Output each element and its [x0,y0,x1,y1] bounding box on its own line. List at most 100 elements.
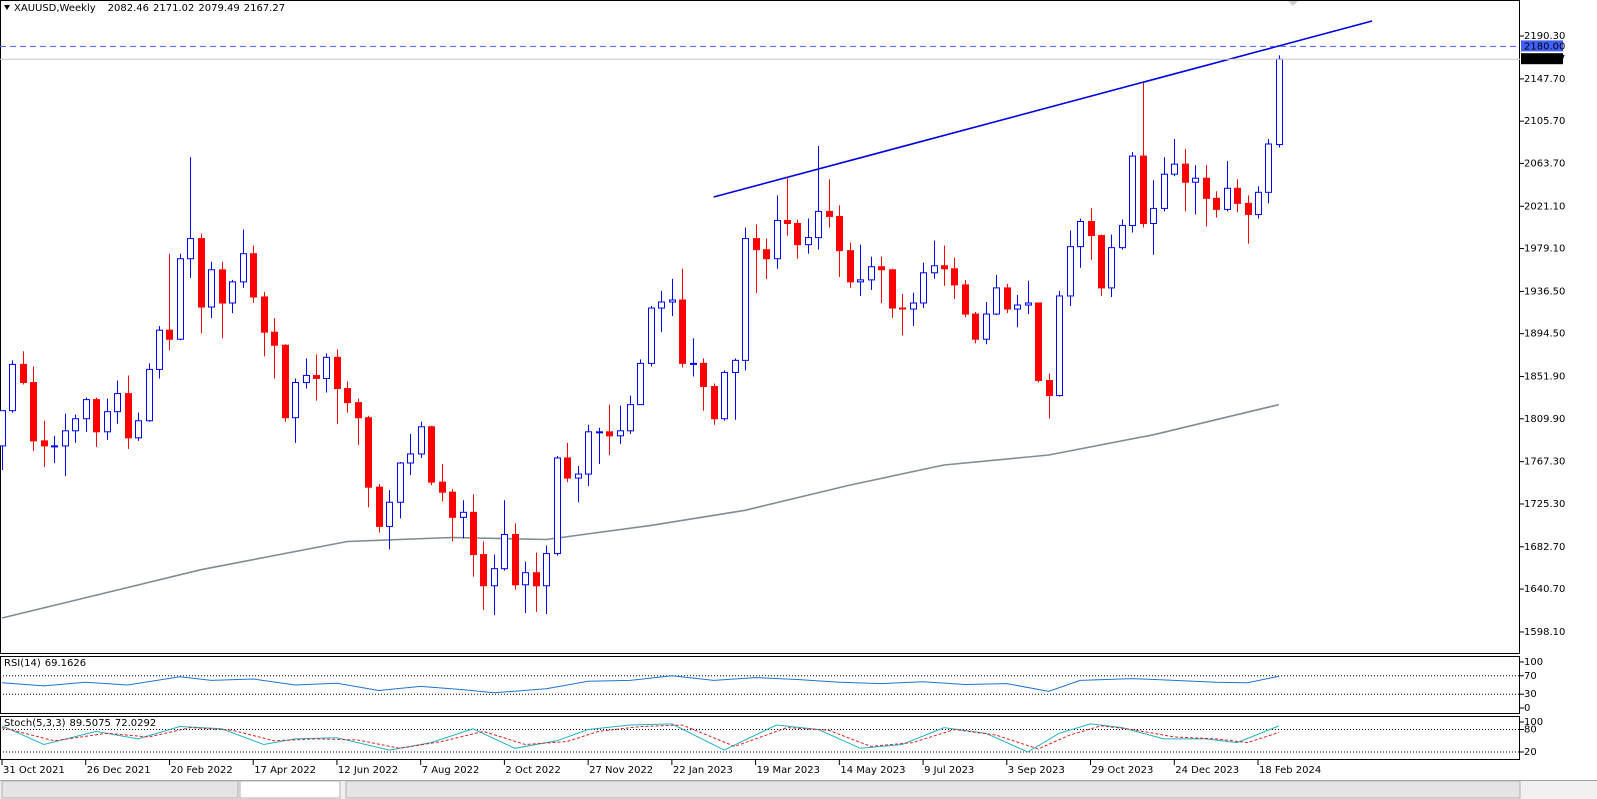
candle-body [407,453,414,464]
x-tick-label: 24 Dec 2023 [1175,765,1239,776]
candle-body [931,265,938,274]
candle-body [669,299,676,303]
y-tick-label: 70 [1524,671,1537,682]
candle-body [648,307,655,364]
candle-body [826,210,833,217]
y-tick-label: 80 [1524,725,1537,736]
candle-body [533,572,540,587]
indicator-label: RSI(14) 69.1626 [4,658,86,669]
x-tick-label: 20 Feb 2022 [170,765,232,776]
candle-body [794,223,801,246]
candle-body [491,568,498,587]
candle-body [690,362,697,365]
candle-body [1129,155,1136,227]
candle-body [742,238,749,361]
candle-body [271,331,278,346]
chart-header: XAUUSD,Weekly 2082.46 2171.02 2079.49 2167.2… [14,3,285,14]
candle-body [439,481,446,493]
stoch-main-line [1,723,1280,753]
trendline [713,20,1373,198]
candle-body [41,440,48,447]
candle-body [763,249,770,260]
candle-body [292,381,299,419]
candle-body [627,404,634,432]
candle-body [470,511,477,556]
candle-body [1182,163,1189,183]
candle-body [784,219,791,225]
tab[interactable] [345,780,1521,799]
candle-body [1014,304,1021,310]
x-tick-label: 14 May 2023 [840,765,905,776]
candle-body [303,374,310,383]
candle-body [868,266,875,281]
x-tick-label: 26 Dec 2021 [87,765,151,776]
y-tick-label: 2147.70 [1524,74,1565,85]
y-tick-label: 1640.70 [1524,584,1565,595]
candle-body [229,281,236,304]
candle-body [1108,247,1115,289]
candle-body [166,329,173,340]
candle-body [125,393,132,439]
candle-body [889,269,896,309]
x-tick-label: 3 Sep 2023 [1008,765,1065,776]
candle-body [480,554,487,587]
candle-body [951,268,958,286]
ohlc-value: 2167.27 [244,3,285,14]
candle-body [554,457,561,555]
menu-triangle[interactable] [4,5,10,10]
candle-body [1245,202,1252,215]
candle-body [878,266,885,271]
candle-body [355,402,362,419]
candle-body [261,296,268,333]
candle-body [208,269,215,308]
candle-body [983,313,990,340]
y-tick-label: 2190.30 [1524,31,1565,42]
x-tick-label: 22 Jan 2023 [673,765,733,776]
y-tick-label: 30 [1524,689,1537,700]
candle-body [1213,197,1220,210]
tab[interactable] [1,780,239,799]
candle-body [1192,177,1199,183]
candle-body [1088,220,1095,237]
x-tick-label: 2 Oct 2022 [505,765,560,776]
candle-body [941,265,948,270]
candle-body [596,431,603,434]
candle-body [962,284,969,315]
price-label-box [1521,40,1563,52]
candle-body [637,362,644,406]
candle-body [1119,225,1126,249]
rsi-pane-border [0,656,1520,714]
y-tick-label: 1851.90 [1524,372,1565,383]
candle-body [1067,246,1074,297]
y-tick-label: 2021.10 [1524,201,1565,212]
candle-body [1046,379,1053,397]
y-tick-label: 2063.70 [1524,158,1565,169]
candle-body [449,491,456,518]
candle-body [920,272,927,304]
candle-body [522,572,529,586]
candle-body [1098,235,1105,289]
candle-body [501,533,508,570]
candle-body [156,329,163,370]
candle-body [658,301,665,309]
y-tick-label: 1725.30 [1524,499,1565,510]
x-tick-label: 29 Oct 2023 [1092,765,1154,776]
candle-body [240,253,247,283]
candle-body [83,399,90,420]
candle-body [93,399,100,433]
candle-body [198,238,205,308]
candle-body [460,511,467,518]
candle-body [313,374,320,379]
candle-body [344,388,351,404]
candle-body [1150,207,1157,225]
candle-body [376,486,383,527]
y-tick-label: 0 [1524,703,1530,714]
tab[interactable] [239,780,341,799]
candle-body [114,393,121,413]
chart-title: XAUUSD,Weekly [14,3,96,14]
x-tick-label: 9 Jul 2023 [924,765,974,776]
candle-body [146,368,153,422]
stoch-pane-border [0,716,1520,760]
candle-body [1255,191,1262,215]
